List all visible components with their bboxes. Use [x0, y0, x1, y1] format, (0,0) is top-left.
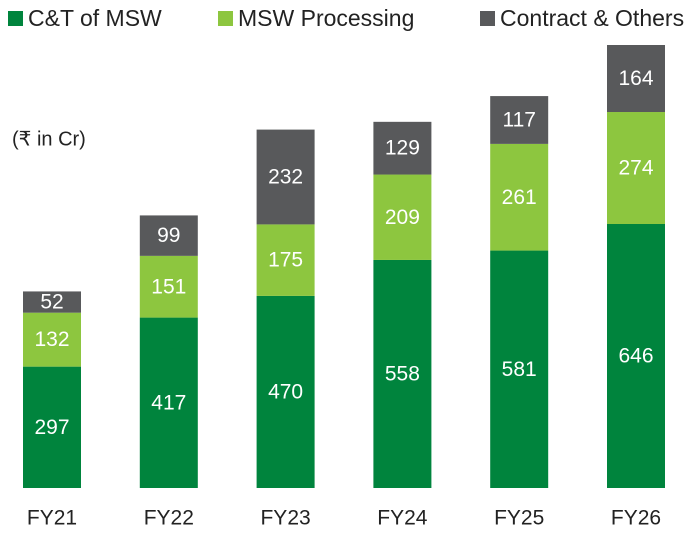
value-label: 164 — [618, 67, 653, 90]
value-label: 417 — [151, 391, 186, 414]
value-label: 151 — [151, 275, 186, 298]
value-label: 297 — [34, 416, 69, 439]
value-label: 209 — [385, 206, 420, 229]
value-label: 558 — [385, 363, 420, 386]
bar-segment — [139, 215, 198, 256]
legend-label: Contract & Others — [500, 5, 684, 31]
bar-segment — [490, 250, 549, 488]
x-tick-label: FY25 — [494, 507, 544, 530]
value-label: 99 — [157, 224, 180, 247]
value-label: 117 — [502, 109, 535, 132]
bar-segment — [256, 224, 315, 296]
bar-segment — [490, 96, 549, 144]
bar-segment — [256, 129, 315, 225]
chart-subtitle: (₹ in Cr) — [12, 128, 86, 150]
bar-segment — [139, 317, 198, 488]
bar-segment — [256, 295, 315, 488]
bar-segment — [607, 112, 665, 224]
bar-segment — [607, 223, 665, 488]
bar-segment — [23, 312, 81, 367]
legend-swatch — [480, 11, 495, 26]
bar-segment — [23, 366, 81, 488]
value-label: 129 — [385, 137, 420, 160]
value-label: 646 — [618, 345, 653, 368]
legend-swatch — [8, 11, 23, 26]
bar-segment — [139, 255, 198, 318]
x-tick-label: FY22 — [144, 507, 194, 530]
value-label: 132 — [34, 328, 69, 351]
bar-segment — [23, 291, 81, 313]
value-label: 175 — [268, 249, 303, 272]
value-label: 274 — [618, 157, 653, 180]
legend-swatch — [218, 11, 233, 26]
bar-segment — [373, 174, 432, 260]
value-label: 470 — [268, 381, 303, 404]
bar-segment — [373, 259, 432, 488]
x-tick-label: FY26 — [611, 507, 661, 530]
value-label: 581 — [502, 358, 537, 381]
bar-segment — [373, 121, 432, 175]
value-label: 52 — [40, 291, 63, 314]
legend-label: MSW Processing — [238, 5, 414, 31]
legend-label: C&T of MSW — [28, 5, 162, 31]
x-tick-label: FY23 — [260, 507, 310, 530]
bar-segment — [607, 45, 665, 113]
value-label: 261 — [502, 186, 537, 209]
bar-segment — [490, 143, 549, 251]
x-tick-label: FY21 — [27, 507, 77, 530]
value-label: 232 — [268, 166, 303, 189]
x-tick-label: FY24 — [377, 507, 428, 530]
